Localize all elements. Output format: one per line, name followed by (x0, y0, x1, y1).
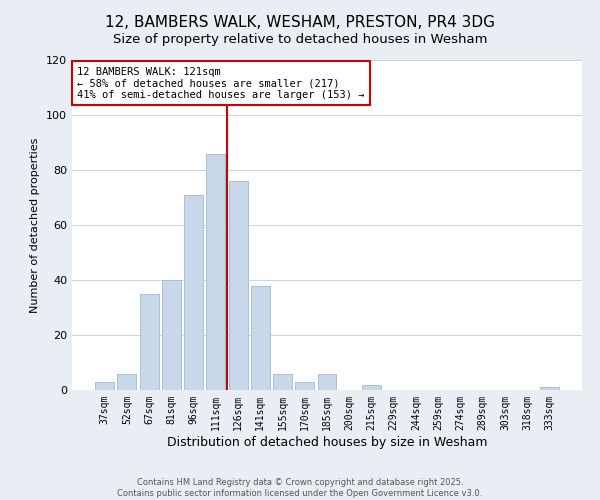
Text: 12, BAMBERS WALK, WESHAM, PRESTON, PR4 3DG: 12, BAMBERS WALK, WESHAM, PRESTON, PR4 3… (105, 15, 495, 30)
Bar (206, 154, 225, 390)
Bar (118, 374, 136, 390)
Bar (317, 374, 337, 390)
Bar (162, 280, 181, 390)
Bar (229, 181, 248, 390)
Bar (540, 387, 559, 390)
Text: 12 BAMBERS WALK: 121sqm
← 58% of detached houses are smaller (217)
41% of semi-d: 12 BAMBERS WALK: 121sqm ← 58% of detache… (77, 66, 365, 100)
Text: Size of property relative to detached houses in Wesham: Size of property relative to detached ho… (113, 32, 487, 46)
Bar (295, 382, 314, 390)
Bar (362, 384, 381, 390)
Bar (184, 194, 203, 390)
Text: Contains HM Land Registry data © Crown copyright and database right 2025.
Contai: Contains HM Land Registry data © Crown c… (118, 478, 482, 498)
X-axis label: Distribution of detached houses by size in Wesham: Distribution of detached houses by size … (167, 436, 487, 448)
Bar (251, 286, 270, 390)
Bar (140, 294, 158, 390)
Bar (273, 374, 292, 390)
Y-axis label: Number of detached properties: Number of detached properties (31, 138, 40, 312)
Bar (95, 382, 114, 390)
